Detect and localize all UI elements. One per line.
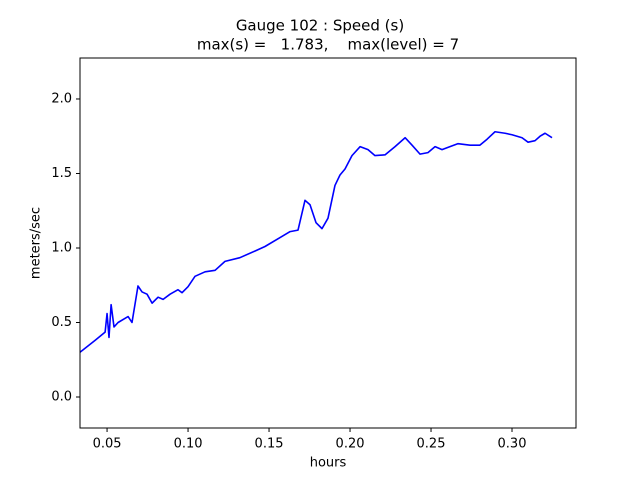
chart-subtitle: max(s) = 1.783, max(level) = 7 — [197, 36, 459, 54]
x-tick-label: 0.05 — [93, 437, 122, 452]
x-tick-label: 0.30 — [498, 437, 527, 452]
y-tick-label: 1.0 — [51, 240, 72, 255]
x-axis-label: hours — [310, 456, 347, 471]
y-tick-label: 0.5 — [51, 315, 72, 330]
chart-title: Gauge 102 : Speed (s) — [236, 17, 404, 35]
x-tick-label: 0.15 — [255, 437, 284, 452]
y-tick-label: 0.0 — [51, 390, 72, 405]
y-tick-label: 1.5 — [51, 166, 72, 181]
y-axis-label: meters/sec — [29, 207, 44, 279]
x-tick-label: 0.25 — [417, 437, 446, 452]
x-tick-label: 0.20 — [336, 437, 365, 452]
plot-frame — [79, 57, 577, 429]
x-tick-label: 0.10 — [174, 437, 203, 452]
y-tick-label: 2.0 — [51, 91, 72, 106]
data-line — [80, 130, 553, 353]
